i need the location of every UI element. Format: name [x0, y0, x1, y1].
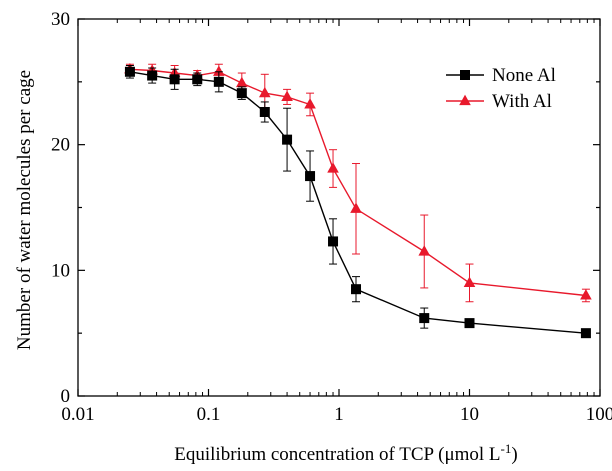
x-tick-label: 100	[586, 404, 612, 425]
x-tick-label: 10	[460, 404, 479, 425]
data-point-square	[213, 76, 224, 87]
data-point-square	[236, 88, 247, 99]
data-point-triangle	[350, 202, 362, 213]
y-axis-title: Number of water molecules per cage	[14, 70, 35, 350]
data-point-square	[351, 284, 362, 295]
data-point-square	[147, 70, 158, 81]
axes-layer: 0.01 0.1 1 10 100 0 10 20 30	[51, 9, 612, 425]
data-point-triangle	[580, 289, 592, 300]
data-point-square	[419, 313, 430, 324]
y-tick-label: 20	[51, 135, 70, 156]
y-tick-label: 30	[51, 9, 70, 30]
data-point-square	[259, 106, 270, 117]
data-point-triangle	[463, 276, 476, 287]
data-point-square	[464, 318, 475, 329]
legend: None Al With Al	[446, 65, 556, 112]
x-axis-title: Equilibrium concentration of TCP (μmol L…	[174, 441, 517, 466]
data-point-triangle	[236, 76, 248, 88]
data-point-square	[169, 74, 180, 85]
x-axis-title-close: )	[511, 444, 517, 465]
data-point-square	[328, 236, 339, 247]
legend-label: None Al	[492, 65, 556, 86]
x-tick-label: 1	[334, 404, 344, 425]
data-point-triangle	[281, 90, 293, 102]
data-point-square	[282, 134, 293, 145]
x-tick-label: 0.1	[197, 404, 221, 425]
y-tick-label: 10	[51, 260, 70, 281]
x-tick-label: 0.01	[61, 404, 94, 425]
data-point-square	[192, 74, 203, 85]
data-point-square	[580, 328, 591, 339]
data-point-square	[124, 66, 135, 77]
series-none-al	[124, 64, 591, 339]
legend-label: With Al	[492, 91, 552, 112]
legend-item: None Al	[446, 65, 556, 86]
data-point-triangle	[459, 94, 471, 106]
data-point-triangle	[304, 98, 316, 109]
legend-item: With Al	[446, 91, 552, 112]
y-tick-label: 0	[61, 386, 71, 407]
data-point-triangle	[418, 245, 431, 256]
series-line	[129, 68, 586, 297]
data-point-triangle	[327, 162, 339, 173]
data-point-triangle	[258, 86, 271, 98]
x-axis-title-main: Equilibrium concentration of TCP (μmol L	[174, 444, 500, 465]
data-point-square	[305, 171, 316, 182]
data-point-square	[460, 70, 470, 80]
x-axis-title-sup: -1	[501, 441, 512, 456]
series-layer	[124, 62, 592, 339]
